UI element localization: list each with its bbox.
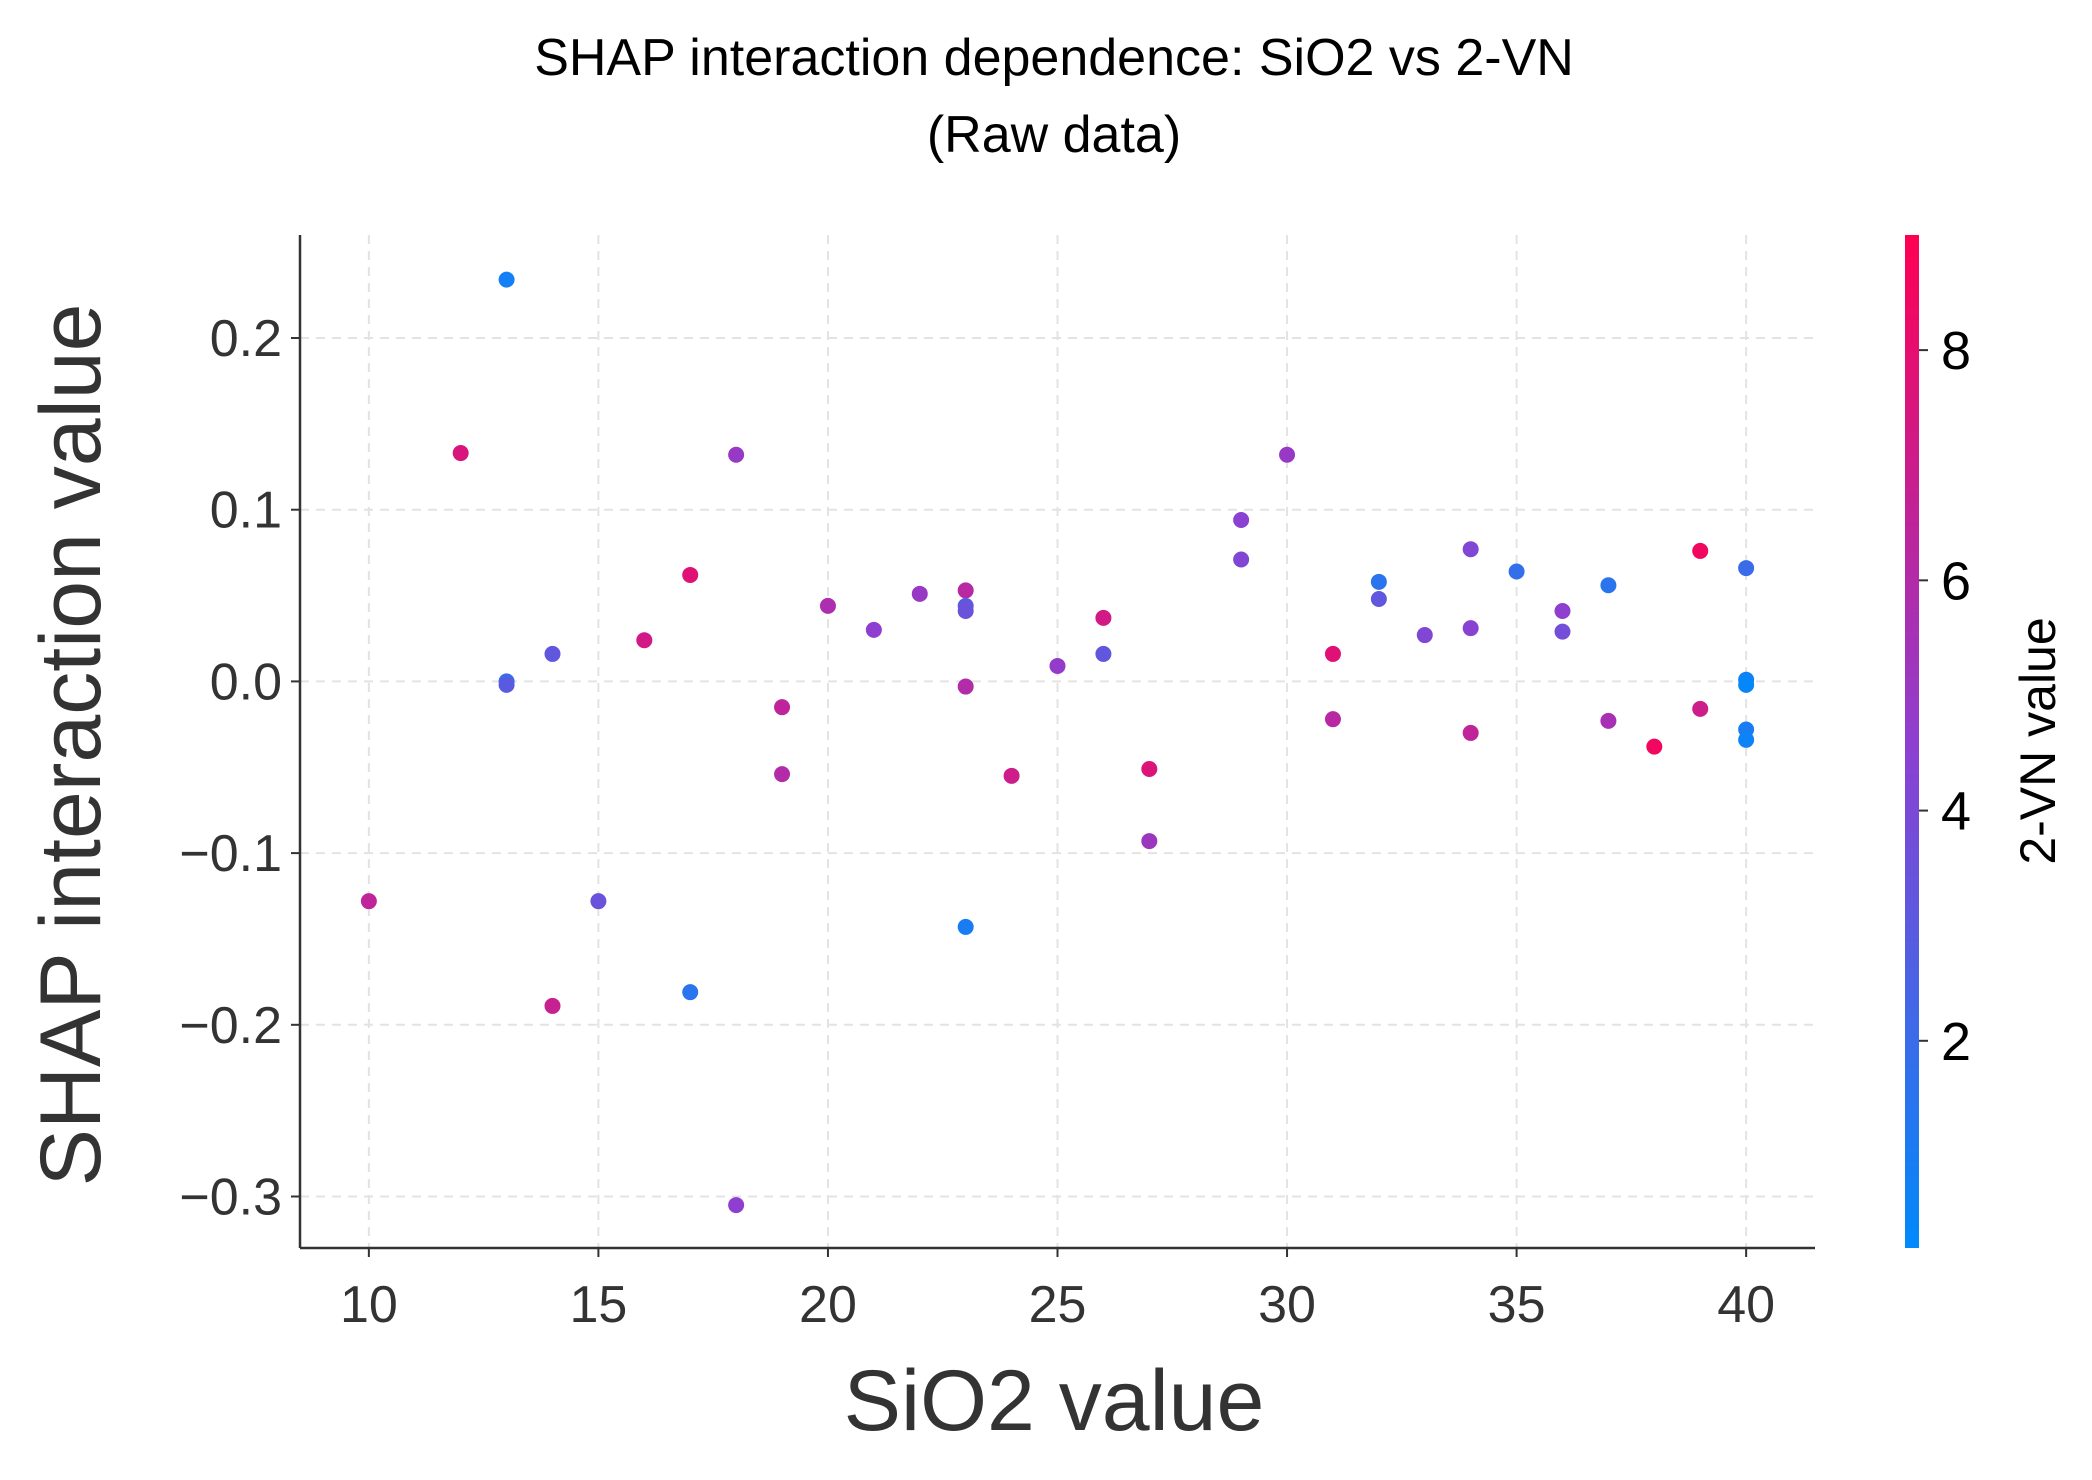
scatter-point (1095, 609, 1112, 626)
chart-title: SHAP interaction dependence: SiO2 vs 2-V… (534, 29, 1574, 87)
scatter-point (1738, 560, 1755, 577)
scatter-point (544, 997, 561, 1014)
scatter-point (1370, 590, 1387, 607)
scatter-point (957, 603, 974, 620)
scatter-point (957, 582, 974, 599)
chart-subtitle: (Raw data) (927, 106, 1181, 164)
scatter-point (728, 446, 745, 463)
scatter-point (1462, 620, 1479, 637)
scatter-point (544, 645, 561, 662)
scatter-point (1279, 446, 1296, 463)
scatter-point (1692, 700, 1709, 717)
scatter-point (911, 585, 928, 602)
scatter-point (1233, 512, 1250, 529)
y-tick-label: −0.2 (179, 997, 282, 1055)
y-tick-label: 0.1 (210, 482, 282, 540)
scatter-points (360, 271, 1755, 1214)
scatter-point (1692, 542, 1709, 559)
scatter-point (1600, 712, 1617, 729)
scatter-point (498, 676, 515, 693)
scatter-point (1095, 645, 1112, 662)
scatter-point (728, 1197, 745, 1214)
scatter-point (452, 445, 469, 462)
scatter-point (1416, 627, 1433, 644)
scatter-point (636, 632, 653, 649)
scatter-point (498, 271, 515, 288)
colorbar-tick-label: 4 (1941, 782, 1971, 842)
scatter-point (1141, 760, 1158, 777)
scatter-point (682, 566, 699, 583)
scatter-point (1600, 577, 1617, 594)
y-tick-label: −0.3 (179, 1168, 282, 1226)
scatter-point (1554, 623, 1571, 640)
x-tick-label: 20 (799, 1276, 857, 1334)
x-tick-label: 30 (1258, 1276, 1316, 1334)
scatter-point (1141, 833, 1158, 850)
scatter-point (1003, 767, 1020, 784)
scatter-point (819, 597, 836, 614)
scatter-point (774, 766, 791, 783)
scatter-point (1324, 711, 1341, 728)
scatter-point (774, 699, 791, 716)
x-tick-label: 10 (340, 1276, 398, 1334)
colorbar-tick-label: 8 (1941, 321, 1971, 381)
x-axis-ticks: 10 15 20 25 30 35 40 (340, 1248, 1775, 1334)
x-tick-label: 40 (1717, 1276, 1775, 1334)
scatter-point (360, 893, 377, 910)
scatter-point (590, 893, 607, 910)
y-axis-label: SHAP interaction value (23, 304, 119, 1187)
scatter-point (1646, 738, 1663, 755)
scatter-point (1324, 645, 1341, 662)
scatter-point (1738, 731, 1755, 748)
colorbar-label: 2-VN value (2010, 617, 2066, 864)
grid-layer (300, 235, 1815, 1248)
scatter-point (1370, 573, 1387, 590)
scatter-point (865, 621, 882, 638)
y-axis-ticks: 0.2 0.1 0.0 −0.1 −0.2 −0.3 (179, 310, 300, 1226)
colorbar-ticks: 2 4 6 8 (1919, 321, 1971, 1072)
scatter-point (1738, 676, 1755, 693)
scatter-point (1554, 603, 1571, 620)
scatter-point (957, 918, 974, 935)
x-axis-label: SiO2 value (844, 1353, 1265, 1449)
colorbar-tick-label: 2 (1941, 1012, 1971, 1072)
y-tick-label: −0.1 (179, 825, 282, 883)
y-tick-label: 0.0 (210, 653, 282, 711)
colorbar (1905, 235, 1919, 1248)
scatter-point (1462, 541, 1479, 558)
scatter-point (1049, 657, 1066, 674)
x-tick-label: 35 (1488, 1276, 1546, 1334)
scatter-point (1508, 563, 1525, 580)
scatter-point (682, 984, 699, 1001)
colorbar-tick-label: 6 (1941, 551, 1971, 611)
scatter-point (1233, 551, 1250, 568)
x-tick-label: 25 (1029, 1276, 1087, 1334)
y-tick-label: 0.2 (210, 310, 282, 368)
scatter-point (1462, 724, 1479, 741)
x-tick-label: 15 (569, 1276, 627, 1334)
scatter-point (957, 678, 974, 695)
